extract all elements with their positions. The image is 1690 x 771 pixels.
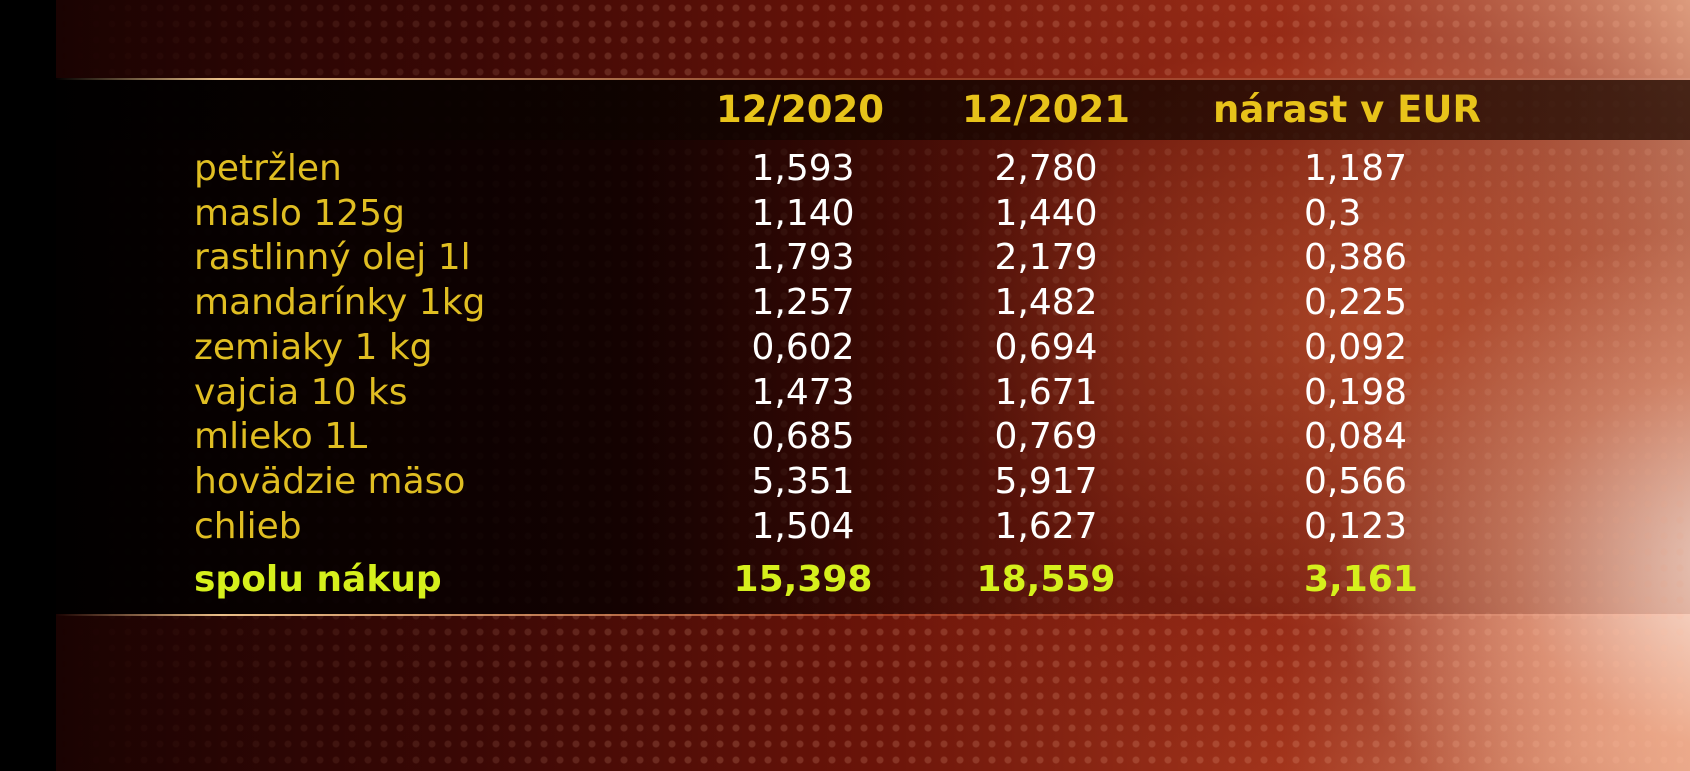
value-2020: 1,793 [751,237,855,279]
value-2020: 0,602 [751,326,855,368]
value-increase: 1,187 [1304,148,1408,189]
row-label: maslo 125g [194,192,405,234]
table-row: maslo 125g 1,140 1,440 0,3 [0,192,1690,236]
total-row: spolu nákup 15,398 18,559 3,161 [0,558,1690,602]
row-label: petržlen [194,148,342,189]
value-2020: 1,593 [751,148,855,189]
value-increase: 0,225 [1304,282,1408,324]
total-increase: 3,161 [1304,559,1418,600]
bottom-divider [56,614,1690,616]
value-2020: 5,351 [751,460,855,502]
value-2021: 1,627 [994,505,1098,547]
table-row: zemiaky 1 kg 0,602 0,694 0,092 [0,326,1690,370]
row-label: mlieko 1L [194,416,368,458]
table-row: chlieb 1,504 1,627 0,123 [0,505,1690,549]
table-panel [56,78,1690,614]
value-increase: 0,084 [1304,416,1408,458]
table-row: hovädzie mäso 5,351 5,917 0,566 [0,460,1690,504]
value-2021: 2,780 [994,148,1098,189]
table-row: petržlen 1,593 2,780 1,187 [0,147,1690,191]
value-increase: 0,386 [1304,237,1408,279]
table-row: mandarínky 1kg 1,257 1,482 0,225 [0,281,1690,325]
value-2021: 1,671 [994,371,1098,413]
table-row: mlieko 1L 0,685 0,769 0,084 [0,415,1690,459]
value-2020: 0,685 [751,416,855,458]
header-12-2021: 12/2021 [962,88,1130,131]
value-2020: 1,504 [751,505,855,547]
row-label: vajcia 10 ks [194,371,408,413]
table-row: rastlinný olej 1l 1,793 2,179 0,386 [0,236,1690,280]
row-label: rastlinný olej 1l [194,237,471,279]
total-2021: 18,559 [976,559,1116,600]
value-increase: 0,092 [1304,326,1408,368]
value-increase: 0,566 [1304,460,1408,502]
value-increase: 0,198 [1304,371,1408,413]
top-divider [56,78,1690,80]
row-label: chlieb [194,505,302,547]
value-2021: 5,917 [994,460,1098,502]
header-increase: nárast v EUR [1213,88,1481,131]
table-row: vajcia 10 ks 1,473 1,671 0,198 [0,371,1690,415]
total-2020: 15,398 [733,559,873,600]
row-label: mandarínky 1kg [194,282,486,324]
value-2021: 0,694 [994,326,1098,368]
value-2021: 0,769 [994,416,1098,458]
value-increase: 0,3 [1304,192,1362,234]
header-band [56,80,1690,140]
total-label: spolu nákup [194,559,442,600]
value-2020: 1,140 [751,192,855,234]
value-2021: 1,482 [994,282,1098,324]
header-12-2020: 12/2020 [716,88,884,131]
value-2021: 2,179 [994,237,1098,279]
value-increase: 0,123 [1304,505,1408,547]
value-2020: 1,257 [751,282,855,324]
value-2021: 1,440 [994,192,1098,234]
value-2020: 1,473 [751,371,855,413]
row-label: zemiaky 1 kg [194,326,433,368]
row-label: hovädzie mäso [194,460,466,502]
